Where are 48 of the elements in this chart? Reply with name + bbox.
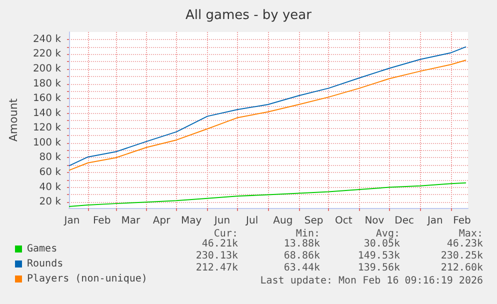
- y-tick-label: 200 k: [32, 63, 62, 74]
- x-tick-label: Jan: [426, 216, 443, 226]
- text: 149.53k: [358, 250, 400, 262]
- y-axis-title: Amount: [7, 98, 20, 142]
- text: 230.13k: [196, 250, 238, 262]
- x-tick-label: Apr: [152, 216, 172, 226]
- x-tick-label: Jun: [213, 216, 230, 226]
- y-tick-label: 40 k: [39, 182, 62, 193]
- x-tick-label: Jan: [63, 216, 80, 226]
- y-tick-label: 60 k: [39, 167, 62, 178]
- text: Max:: [458, 228, 483, 240]
- text: Cur:: [214, 228, 238, 240]
- x-tick-label: Mar: [121, 216, 142, 226]
- text: 139.56k: [358, 262, 400, 274]
- y-tick-label: 180 k: [32, 78, 62, 90]
- y-tick-label: 20 k: [39, 196, 62, 208]
- y-tick-label: 140 k: [32, 108, 62, 119]
- x-tick-label: May: [181, 216, 202, 226]
- x-tick-label: Dec: [394, 216, 414, 226]
- y-tick-label: 220 k: [32, 48, 62, 60]
- legend-label: Players (non-unique): [27, 274, 148, 284]
- text: 46.21k: [202, 238, 238, 250]
- x-tick-label: Feb: [92, 216, 111, 226]
- chart-title: All games - by year: [186, 8, 312, 23]
- text: 68.86k: [284, 250, 320, 262]
- text: 46.23k: [446, 238, 483, 250]
- y-tick-label: 80 k: [39, 152, 62, 164]
- x-tick-label: Aug: [273, 216, 293, 226]
- x-tick-label: Nov: [364, 216, 384, 226]
- legend-label: Games: [27, 244, 58, 254]
- y-tick-label: 120 k: [32, 122, 62, 134]
- y-tick-label: 160 k: [32, 93, 62, 104]
- text: 13.88k: [284, 238, 320, 250]
- y-tick-label: 240 k: [32, 34, 62, 45]
- x-tick-label: Feb: [453, 216, 471, 226]
- y-tick-label: 100 k: [32, 137, 62, 148]
- text: 230.25k: [440, 250, 484, 262]
- x-tick-label: Oct: [334, 216, 352, 226]
- text: Last update: Mon Feb 16 09:16:19 2026: [260, 276, 484, 286]
- text: 212.47k: [196, 262, 238, 274]
- x-tick-label: Sep: [304, 216, 324, 226]
- text: Avg:: [376, 228, 400, 240]
- x-tick-label: Jul: [245, 216, 258, 226]
- legend-label: Rounds: [27, 258, 64, 270]
- text: 63.44k: [284, 262, 320, 274]
- text: 212.60k: [440, 262, 484, 274]
- text: Min:: [296, 228, 320, 240]
- text: 30.05k: [364, 238, 400, 250]
